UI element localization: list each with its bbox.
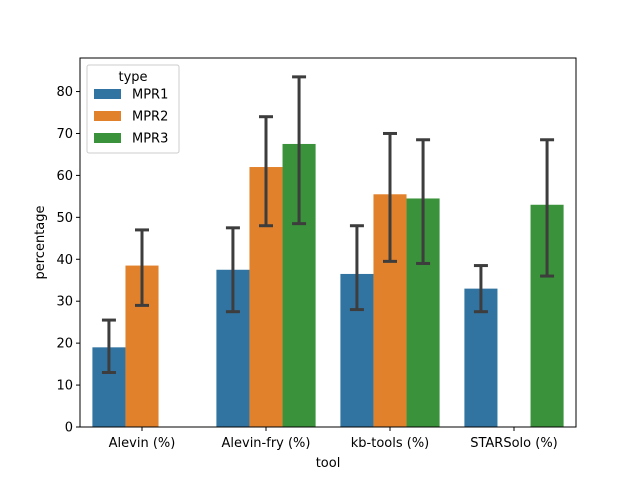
error-bar-mpr1-1 [225, 226, 240, 314]
y-tick-label: 30 [56, 295, 73, 310]
legend: type MPR1 MPR2 MPR3 [86, 64, 180, 154]
y-tick-label: 40 [56, 253, 73, 268]
legend-title: type [118, 70, 147, 85]
legend-label-mpr3: MPR3 [132, 132, 168, 147]
error-bar-mpr3-1 [292, 75, 307, 226]
legend-label-mpr1: MPR1 [132, 88, 168, 103]
error-bar-mpr2-1 [259, 115, 273, 228]
plot-frame [79, 57, 577, 428]
error-bar-mpr3-2 [416, 138, 431, 265]
error-bar-mpr1-2 [349, 224, 364, 312]
x-tick-label: kb-tools (%) [351, 436, 430, 451]
error-bar-mpr1-3 [473, 264, 488, 314]
x-tick-label: Alevin-fry (%) [222, 436, 311, 451]
y-tick-label: 50 [56, 211, 73, 226]
legend-box [86, 64, 180, 154]
y-tick-label: 60 [56, 169, 73, 184]
y-axis: 0 10 20 30 40 50 60 70 80 [56, 85, 80, 436]
y-tick-label: 70 [56, 127, 73, 142]
y-tick-label: 80 [56, 85, 73, 100]
legend-label-mpr2: MPR2 [132, 110, 168, 125]
y-tick-label: 0 [65, 421, 73, 436]
bars-layer [92, 143, 564, 428]
x-tick-label: Alevin (%) [109, 436, 176, 451]
y-axis-label: percentage [33, 205, 48, 279]
legend-items: MPR1 MPR2 MPR3 [94, 88, 168, 147]
error-bar-mpr1-0 [101, 318, 116, 374]
x-tick-label: STARSolo (%) [470, 436, 558, 451]
x-axis: Alevin (%) Alevin-fry (%) kb-tools (%) STAR… [109, 427, 558, 451]
x-axis-label: tool [316, 456, 341, 471]
error-bar-mpr2-2 [383, 131, 397, 263]
legend-swatch-mpr2 [94, 111, 121, 121]
error-bar-mpr3-3 [540, 138, 555, 278]
y-tick-label: 20 [56, 337, 73, 352]
error-bars-layer [101, 75, 555, 374]
legend-swatch-mpr1 [94, 89, 121, 99]
error-bar-mpr2-0 [135, 228, 149, 307]
y-tick-label: 10 [56, 379, 73, 394]
legend-swatch-mpr3 [94, 133, 121, 143]
